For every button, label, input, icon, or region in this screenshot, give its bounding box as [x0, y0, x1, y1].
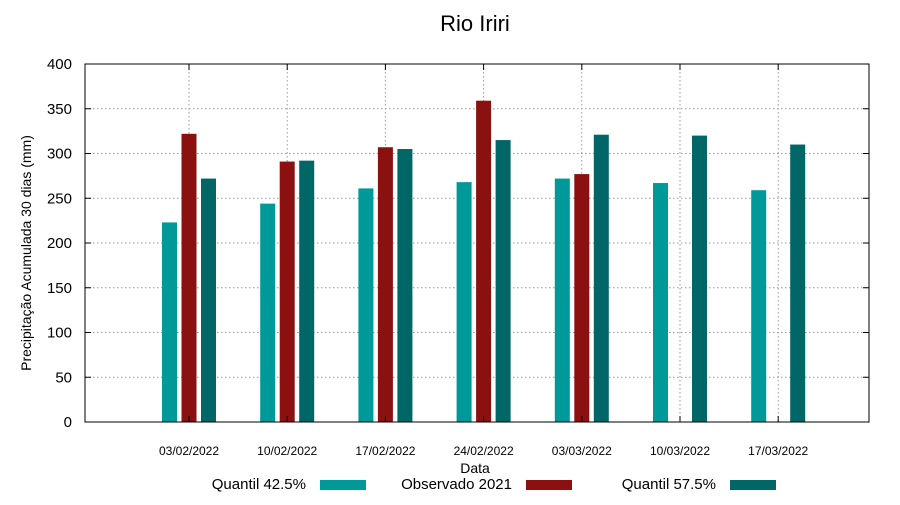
legend-label: Quantil 57.5%	[622, 476, 716, 493]
bar	[456, 182, 472, 422]
chart-title: Rio Iriri	[440, 11, 510, 36]
bar	[554, 178, 570, 422]
legend: Quantil 42.5% Observado 2021 Quantil 57.5%	[212, 476, 776, 493]
legend-swatch	[320, 480, 366, 490]
x-tick-label: 17/02/2022	[355, 444, 415, 458]
legend-label: Quantil 42.5%	[212, 476, 306, 493]
bar	[181, 133, 197, 422]
bar	[751, 190, 767, 422]
y-tick-label: 400	[47, 56, 72, 73]
x-tick-label: 24/02/2022	[454, 444, 514, 458]
y-tick-label: 250	[47, 190, 72, 207]
legend-swatch	[730, 480, 776, 490]
x-tick-label: 03/03/2022	[552, 444, 612, 458]
y-axis-ticks: 0 50 100 150 200 250 300 350 400	[47, 56, 869, 431]
y-tick-label: 100	[47, 325, 72, 342]
legend-swatch	[526, 480, 572, 490]
bar	[377, 147, 393, 423]
bar	[653, 183, 668, 422]
bar	[358, 188, 374, 422]
y-axis-label: Precipitação Acumulada 30 dias (mm)	[18, 135, 34, 371]
bar	[495, 140, 511, 422]
bar	[574, 174, 590, 422]
bar	[692, 135, 707, 422]
y-tick-label: 0	[64, 414, 72, 431]
y-tick-label: 300	[47, 146, 72, 163]
x-axis-ticks: 03/02/2022 10/02/2022 17/02/2022 24/02/2022…	[159, 64, 809, 458]
bar	[476, 100, 492, 422]
y-tick-label: 150	[47, 280, 72, 297]
x-axis-label: Data	[460, 460, 490, 476]
bar	[260, 203, 276, 422]
x-tick-label: 10/03/2022	[650, 444, 710, 458]
y-tick-label: 200	[47, 235, 72, 252]
bar	[397, 149, 413, 422]
x-tick-label: 10/02/2022	[257, 444, 317, 458]
bar	[299, 160, 315, 422]
x-tick-label: 03/02/2022	[159, 444, 219, 458]
bar	[162, 222, 177, 422]
bar	[593, 134, 609, 422]
legend-label: Observado 2021	[401, 476, 512, 493]
bar	[790, 144, 806, 423]
y-tick-label: 50	[55, 369, 72, 386]
bar	[279, 161, 295, 422]
bars	[162, 100, 806, 423]
y-tick-label: 350	[47, 101, 72, 118]
x-tick-label: 17/03/2022	[748, 444, 808, 458]
bar	[201, 178, 216, 422]
